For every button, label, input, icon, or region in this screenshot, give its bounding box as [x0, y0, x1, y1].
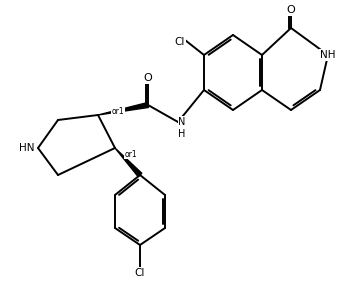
Polygon shape — [98, 103, 148, 115]
Text: or1: or1 — [112, 106, 124, 116]
Text: O: O — [144, 73, 153, 83]
Text: HN: HN — [18, 143, 34, 153]
Text: or1: or1 — [125, 149, 137, 158]
Polygon shape — [115, 148, 142, 177]
Text: O: O — [287, 5, 295, 15]
Text: Cl: Cl — [175, 37, 185, 47]
Text: NH: NH — [320, 50, 336, 60]
Text: Cl: Cl — [135, 268, 145, 278]
Text: N
H: N H — [178, 117, 186, 139]
